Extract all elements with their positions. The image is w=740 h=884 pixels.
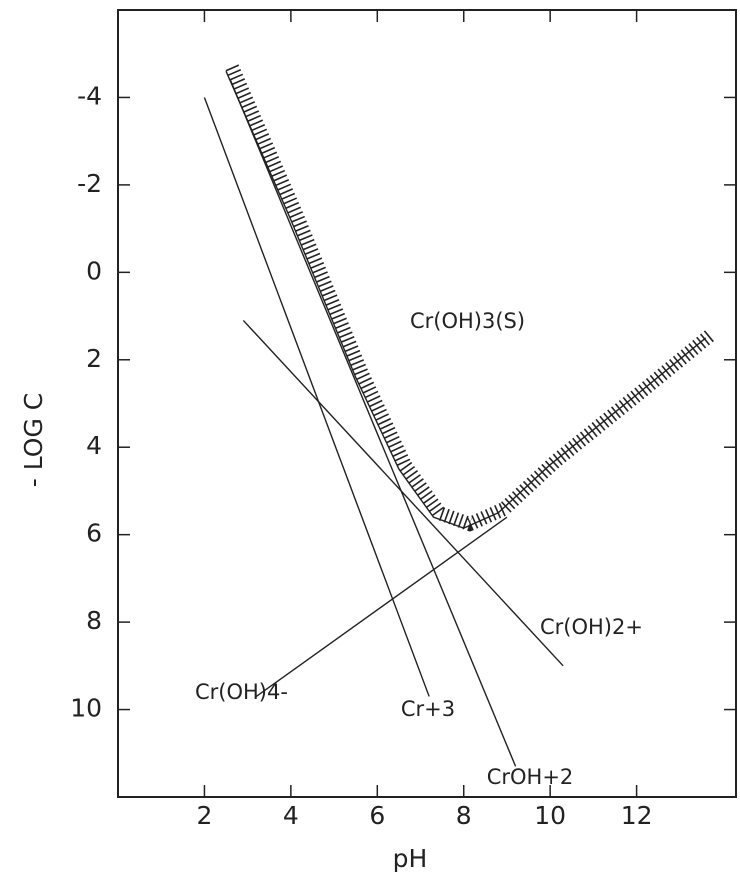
y-axis-label: - LOG C: [19, 393, 48, 487]
series-line: [256, 517, 507, 696]
x-tick-label: 10: [534, 801, 566, 830]
y-tick-label: 6: [86, 519, 102, 548]
series-label: Cr(OH)4-: [195, 680, 288, 704]
x-tick-label: 12: [621, 801, 653, 830]
y-tick-label: 4: [86, 431, 102, 460]
series-label: Cr(OH)2+: [540, 615, 643, 639]
x-axis-label: pH: [393, 844, 428, 873]
series-line: [243, 320, 563, 665]
series-line: [230, 80, 515, 766]
y-tick-label: 2: [86, 344, 102, 373]
chart: pH - LOG C 2 4 6 8 10 12 -4 -2 0 2 4 6 8 10 Cr(OH)3(S)…: [0, 0, 740, 884]
y-tick-label: 0: [86, 256, 102, 285]
series-label: CrOH+2: [487, 765, 574, 789]
x-tick-label: 8: [456, 801, 472, 830]
series-label: Cr(OH)3(S): [410, 309, 525, 333]
y-tick-label: 8: [86, 606, 102, 635]
y-tick-label: -2: [77, 169, 102, 198]
x-tick-label: 6: [369, 801, 385, 830]
x-tick-label: 2: [196, 801, 212, 830]
plot-frame: [118, 10, 736, 797]
y-tick-label: 10: [70, 694, 102, 723]
series-label: Cr+3: [401, 697, 455, 721]
series-line: [204, 97, 429, 696]
hatching: [232, 67, 712, 524]
x-tick-label: 4: [283, 801, 299, 830]
series-line: [226, 71, 706, 528]
y-tick-label: -4: [77, 81, 102, 110]
